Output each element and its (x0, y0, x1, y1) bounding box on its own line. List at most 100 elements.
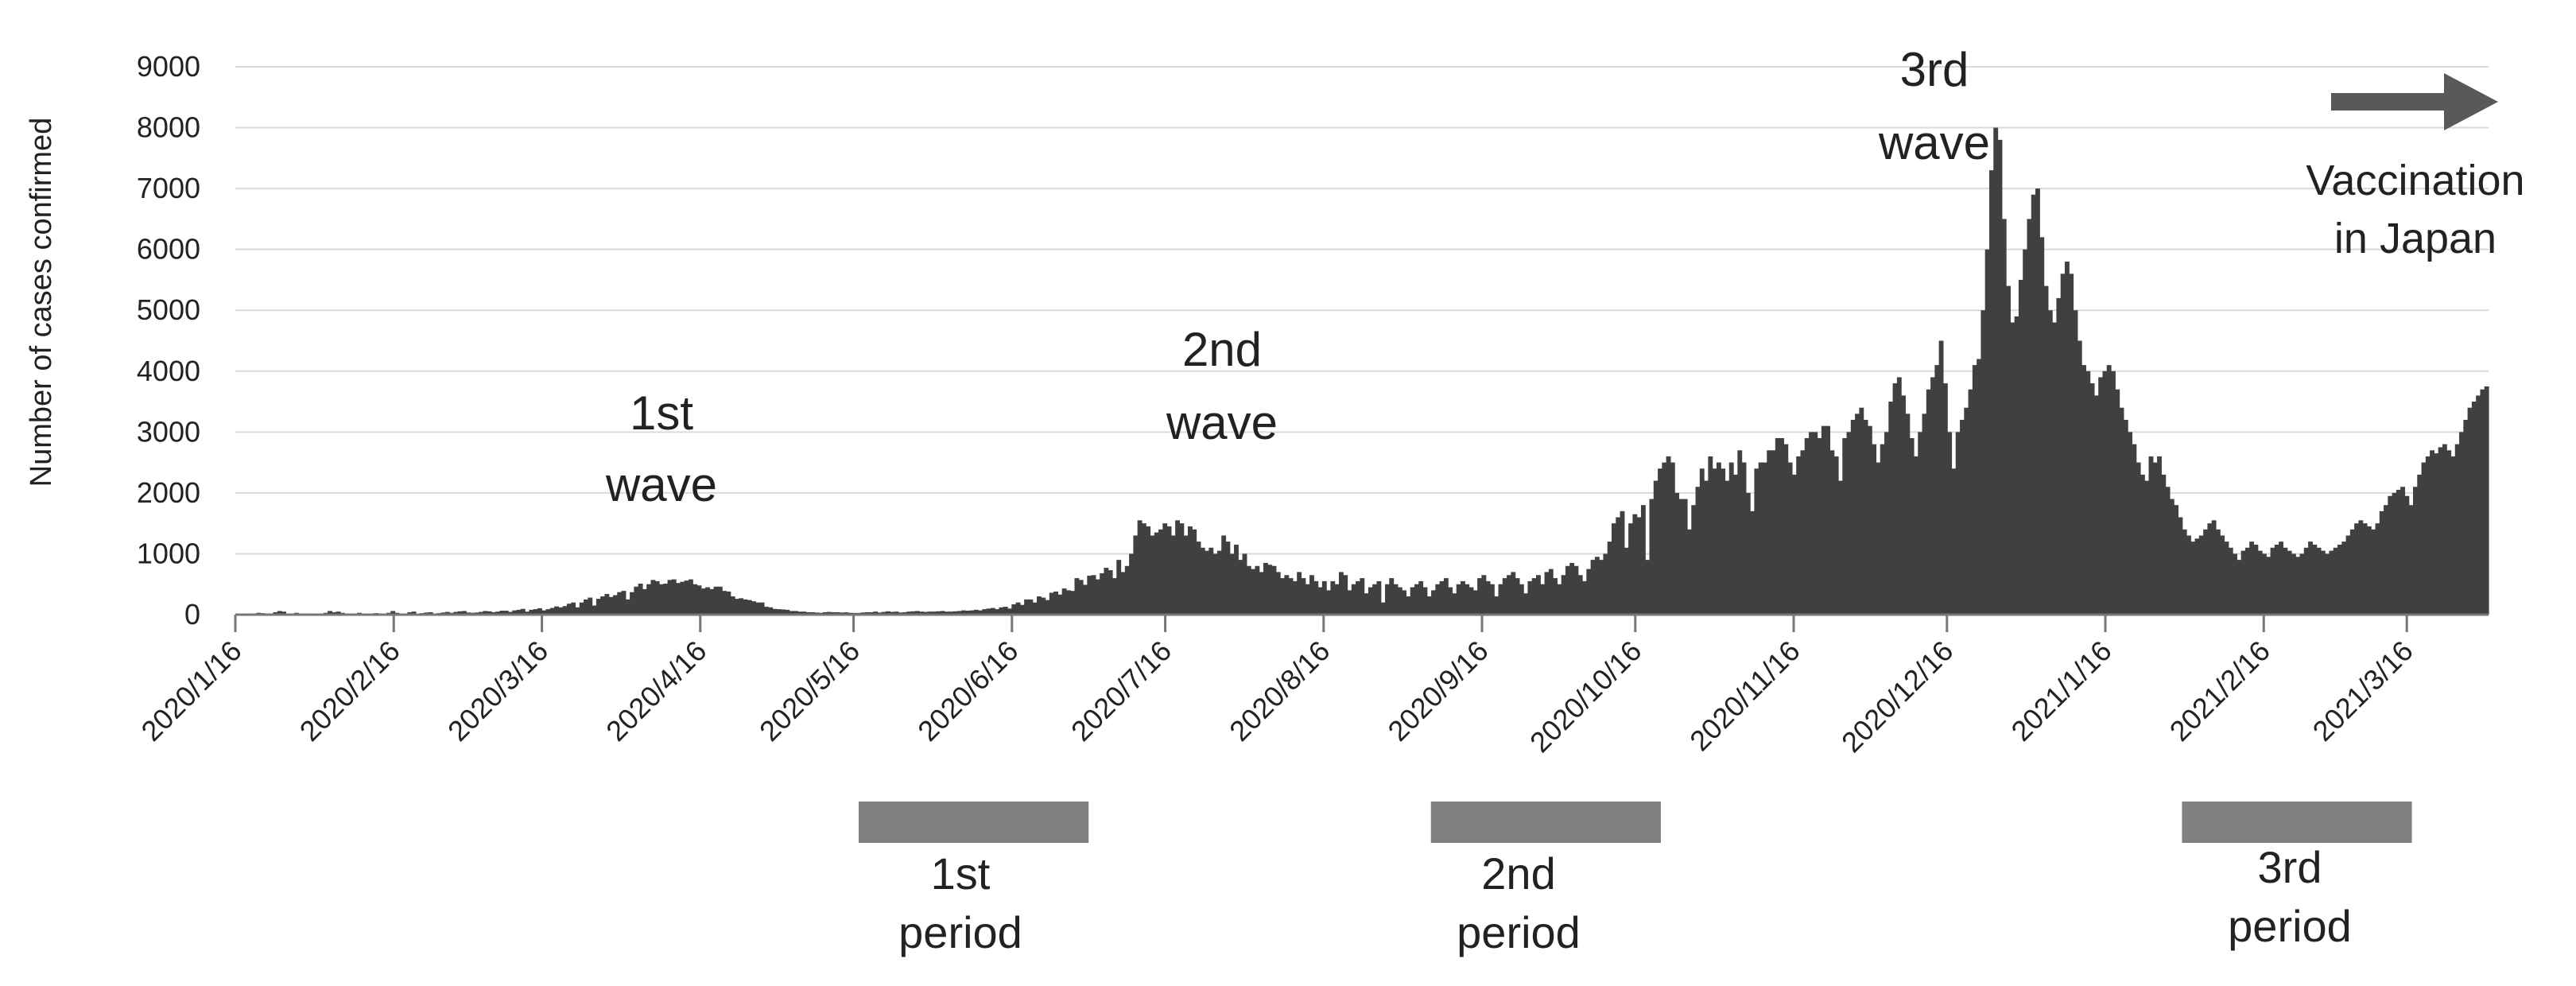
bar (2476, 395, 2481, 615)
bar (1158, 529, 1163, 615)
bar (1536, 575, 1541, 615)
x-tick-label: 2020/5/16 (753, 635, 866, 747)
bar (722, 591, 727, 615)
bar (571, 602, 576, 615)
bar (1049, 592, 1054, 615)
bar (1507, 575, 1511, 615)
bar (1011, 604, 1017, 615)
bar (986, 608, 991, 615)
x-tick-label: 2020/3/16 (441, 635, 554, 747)
bar (1414, 584, 1419, 615)
bar (1255, 565, 1260, 615)
bar (1728, 462, 1734, 615)
period-2-label-line2: period (1457, 907, 1581, 957)
bar (1111, 578, 1117, 615)
bar (453, 611, 459, 615)
bar (1984, 249, 1990, 615)
bar (1804, 437, 1810, 615)
bar (2144, 480, 2150, 615)
bar (1393, 584, 1399, 615)
bar (630, 592, 634, 615)
bar (1708, 456, 1713, 615)
bar (1162, 523, 1168, 615)
bar (1091, 575, 1096, 615)
bar (1951, 468, 1957, 615)
bar (2211, 520, 2217, 615)
bar (1498, 584, 1503, 615)
bar (713, 586, 719, 615)
bar (1612, 523, 1616, 615)
bar (588, 597, 593, 615)
bar (2119, 407, 2124, 615)
y-tick-label: 7000 (137, 172, 200, 204)
bar (1754, 468, 1759, 615)
bar (1913, 456, 1918, 615)
bar (680, 581, 685, 615)
bar (684, 580, 689, 615)
y-tick-labels: 0 1000 2000 3000 4000 5000 6000 7000 8000 9000 (137, 50, 200, 631)
bar (1259, 572, 1264, 615)
bar (1997, 139, 2003, 615)
bar (927, 611, 933, 615)
bar (1771, 450, 1776, 615)
bar (642, 588, 647, 615)
bar (999, 607, 1004, 615)
bar (545, 609, 551, 615)
bar (2089, 383, 2095, 615)
bar (2001, 219, 2007, 615)
bar (592, 605, 597, 615)
bar (444, 611, 450, 615)
bar (831, 611, 836, 615)
bar (2244, 547, 2250, 615)
bar (1905, 413, 1911, 615)
bar (2400, 487, 2406, 615)
bar (1577, 575, 1583, 615)
bar (2203, 529, 2209, 615)
bar (2140, 474, 2145, 615)
bar (2262, 553, 2267, 615)
bar (1569, 562, 1575, 615)
bar (1028, 599, 1034, 615)
bar (890, 611, 895, 615)
bar (902, 611, 907, 615)
bar (2014, 316, 2019, 615)
bar (801, 611, 807, 615)
bar (2299, 553, 2305, 615)
bar (281, 611, 286, 615)
bar (1057, 594, 1063, 615)
bar (2257, 550, 2263, 615)
bar (604, 593, 610, 615)
bar (487, 611, 492, 615)
bar (2454, 444, 2460, 615)
bar (1234, 544, 1239, 615)
bar (634, 586, 639, 615)
bar (923, 611, 929, 615)
bar (1628, 523, 1633, 615)
bar (2379, 510, 2384, 615)
bar (2220, 535, 2225, 615)
x-tick-label: 2020/1/16 (134, 635, 247, 747)
bar (1452, 593, 1457, 615)
bar (390, 611, 396, 615)
bar (1930, 377, 1935, 615)
bar (2136, 462, 2141, 615)
bar (2320, 550, 2326, 615)
bar (1246, 565, 1251, 615)
bar (1825, 425, 1831, 615)
bar (2215, 529, 2221, 615)
bar (2174, 505, 2179, 615)
bar (1800, 450, 1806, 615)
bar (554, 606, 559, 615)
bar (2081, 365, 2086, 615)
bar (1179, 523, 1185, 615)
bar (1212, 553, 1218, 615)
bar (822, 611, 828, 615)
bar (1461, 580, 1465, 615)
bar (692, 584, 698, 615)
bar (1485, 580, 1491, 615)
bar (1351, 584, 1356, 615)
x-tick-label: 2020/11/16 (1683, 635, 1806, 758)
bar (503, 611, 509, 615)
bar (625, 599, 630, 615)
bar (596, 599, 601, 615)
